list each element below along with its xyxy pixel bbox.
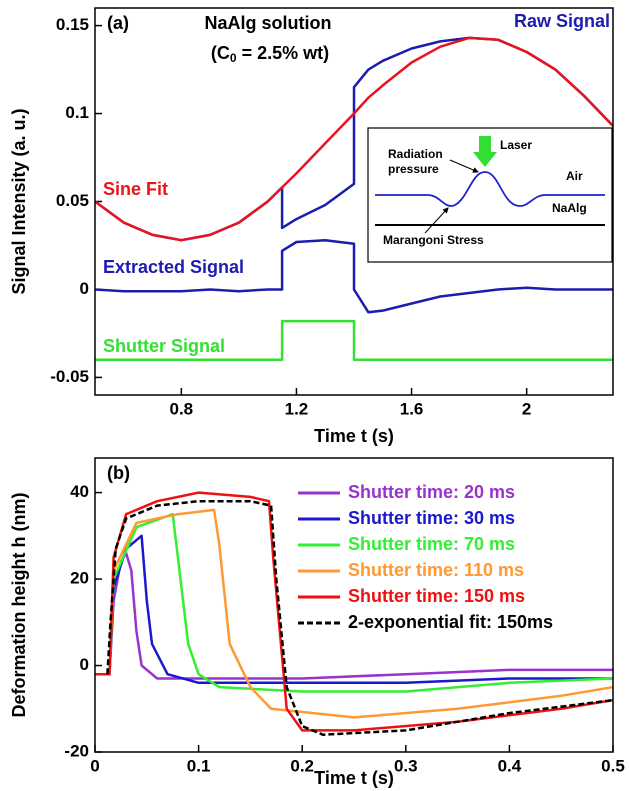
series-line: [95, 319, 613, 362]
legend-label: Shutter time: 70 ms: [348, 534, 515, 554]
annotation: (C0 = 2.5% wt): [211, 43, 329, 65]
legend-label: 2-exponential fit: 150ms: [348, 612, 553, 632]
y-tick-label: 0.1: [65, 103, 89, 122]
y-tick-label: 20: [70, 569, 89, 588]
y-tick-label: 40: [70, 482, 89, 501]
y-tick-label: 0: [80, 655, 89, 674]
annotation-part: = 2.5% wt): [237, 43, 330, 63]
plot-frame: [94, 7, 614, 396]
annotation-part: 0: [230, 51, 237, 65]
x-tick-label: 0.5: [601, 756, 625, 775]
legend-label: Shutter time: 30 ms: [348, 508, 515, 528]
annotation-part: (C: [211, 43, 230, 63]
series-label: Extracted Signal: [103, 257, 244, 277]
x-tick-label: 0.3: [394, 756, 418, 775]
surface: [375, 171, 605, 207]
inset-label: Laser: [500, 138, 532, 152]
y-axis-label: Signal Intensity (a. u.): [9, 108, 29, 294]
inset-label: NaAlg: [552, 201, 587, 215]
pointer: [424, 207, 449, 234]
series-label: Sine Fit: [103, 179, 168, 199]
legend-label: Shutter time: 20 ms: [348, 482, 515, 502]
series-line: [95, 36, 613, 242]
y-tick-label: 0: [80, 279, 89, 298]
inset-label: Air: [566, 169, 583, 183]
x-tick-label: 1.2: [285, 399, 309, 418]
x-tick-label: 0.2: [290, 756, 314, 775]
inset-label: Marangoni Stress: [383, 233, 484, 247]
panel-label: (a): [107, 13, 129, 33]
x-tick-label: 2: [522, 399, 531, 418]
series-line: [106, 499, 613, 736]
x-tick-label: 0.8: [170, 399, 194, 418]
legend-label: Shutter time: 150 ms: [348, 586, 525, 606]
series-label: Shutter Signal: [103, 336, 225, 356]
inset-label: Radiation: [388, 147, 443, 161]
plot-frame: [94, 457, 614, 753]
legend-label: Shutter time: 110 ms: [348, 560, 524, 580]
x-tick-label: 0.1: [187, 756, 211, 775]
series-label: Raw Signal: [514, 11, 610, 31]
series-line: [95, 238, 613, 314]
x-tick-label: 0.4: [498, 756, 522, 775]
y-tick-label: 0.05: [56, 191, 89, 210]
series-line: [95, 508, 613, 719]
annotation: NaAlg solution: [205, 13, 332, 33]
inset-label: pressure: [388, 162, 439, 176]
series-line: [95, 551, 613, 680]
x-axis-label: Time t (s): [314, 768, 394, 788]
panel-label: (b): [107, 463, 130, 483]
y-axis-label: Deformation height h (nm): [9, 493, 29, 718]
y-tick-label: 0.15: [56, 15, 89, 34]
y-tick-label: -20: [64, 741, 89, 760]
x-tick-label: 1.6: [400, 399, 424, 418]
y-tick-label: -0.05: [50, 367, 89, 386]
x-axis-label: Time t (s): [314, 426, 394, 446]
series-line: [95, 534, 613, 685]
laser-arrow: [473, 136, 497, 167]
x-tick-label: 0: [90, 756, 99, 775]
pointer: [449, 159, 479, 173]
